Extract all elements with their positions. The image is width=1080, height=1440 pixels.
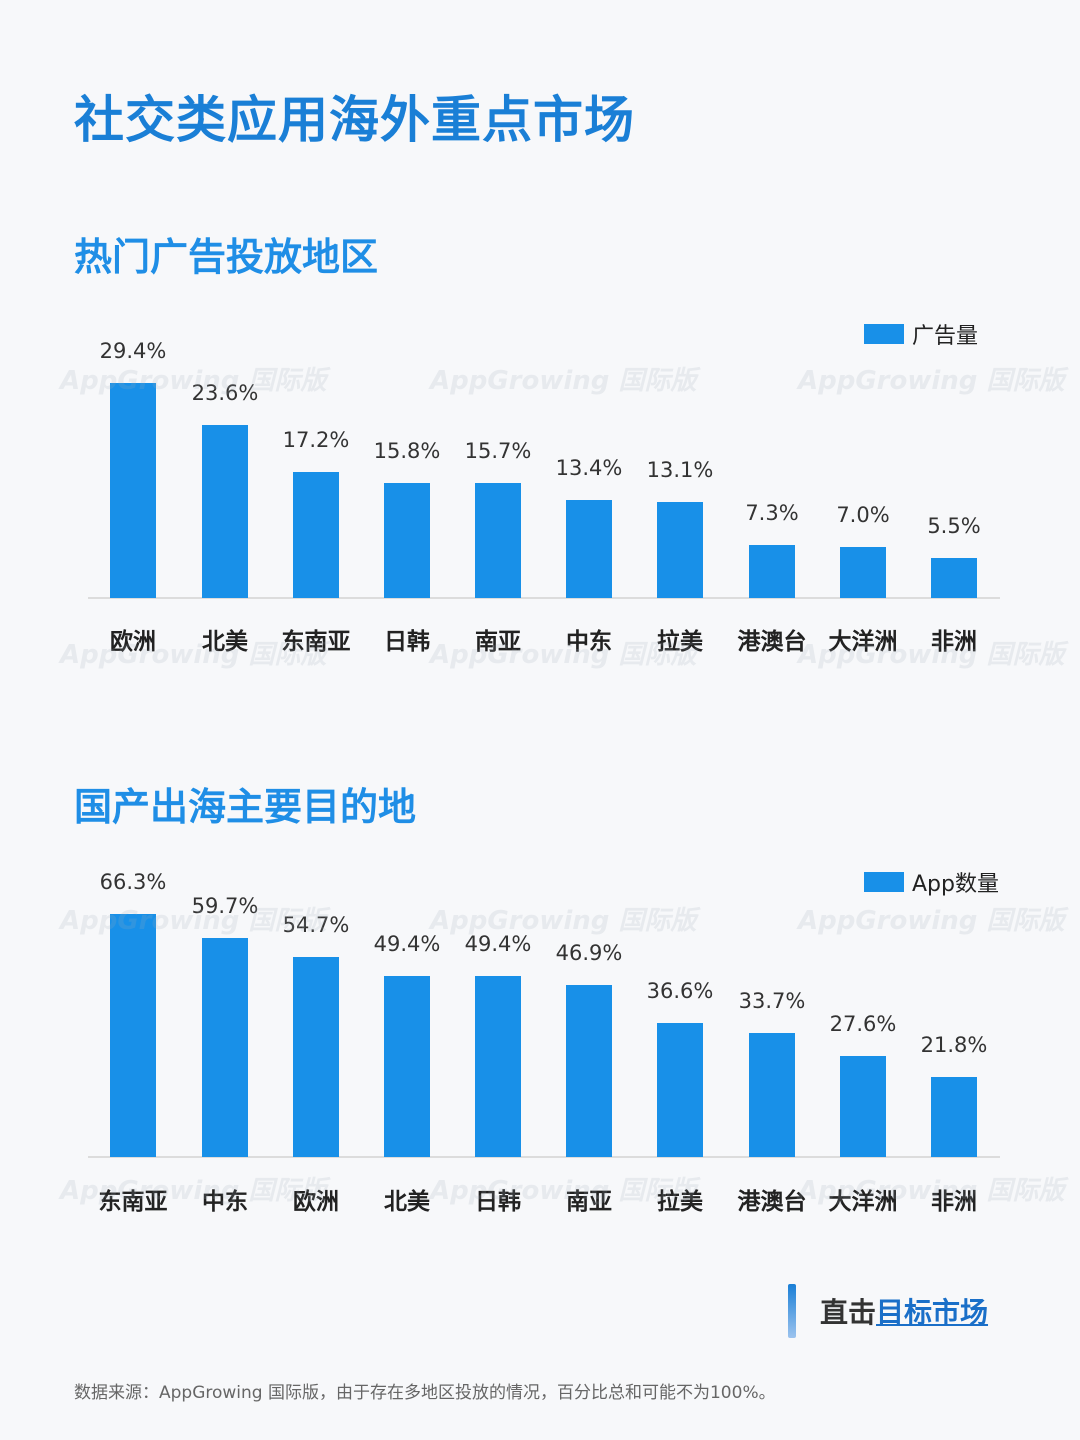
cta-link-text[interactable]: 目标市场 <box>876 1296 989 1329</box>
watermark: AppGrowing 国际版 <box>798 640 1065 670</box>
bar <box>566 500 612 598</box>
category-label: 东南亚 <box>98 1189 168 1215</box>
category-label: 拉美 <box>657 1189 703 1215</box>
data-label: 21.8% <box>920 1033 988 1058</box>
bar <box>202 938 248 1157</box>
data-label: 36.6% <box>646 978 714 1003</box>
category-label: 大洋洲 <box>828 1189 898 1215</box>
data-label: 46.9% <box>555 941 623 966</box>
watermark: AppGrowing 国际版 <box>60 1176 327 1206</box>
data-label: 5.5% <box>927 513 981 538</box>
bar <box>475 483 521 598</box>
category-label: 北美 <box>202 629 248 655</box>
data-label: 7.3% <box>745 500 799 525</box>
watermark: AppGrowing 国际版 <box>430 640 697 670</box>
data-label: 59.7% <box>191 894 259 919</box>
chart1-legend: 广告量 <box>864 318 978 350</box>
category-label: 非洲 <box>931 629 977 655</box>
watermark: AppGrowing 国际版 <box>430 1176 697 1206</box>
category-label: 中东 <box>566 629 612 655</box>
data-label: 49.4% <box>464 931 532 956</box>
bar <box>931 557 977 598</box>
watermark: AppGrowing 国际版 <box>60 906 327 936</box>
category-label: 北美 <box>384 1189 430 1215</box>
bar <box>931 1077 977 1157</box>
chart2-legend: App数量 <box>864 866 999 898</box>
category-label: 南亚 <box>566 1189 612 1215</box>
bar <box>749 1033 795 1157</box>
category-label: 欧洲 <box>110 629 156 655</box>
data-label: 33.7% <box>738 989 806 1014</box>
cta-text: 直击 <box>820 1296 877 1329</box>
chart1-title: 热门广告投放地区 <box>74 235 379 279</box>
category-label: 大洋洲 <box>828 629 898 655</box>
data-label: 13.1% <box>646 458 714 483</box>
watermark: AppGrowing 国际版 <box>798 906 1065 936</box>
bar <box>657 1022 703 1157</box>
bar <box>110 914 156 1157</box>
bar <box>293 472 339 598</box>
legend-swatch <box>864 872 904 892</box>
destination-chart: App数量 66.3% 东南亚 59.7% 中东 54.7% 欧洲 49.4% 北美 49.4%… <box>88 866 1000 1215</box>
data-label: 49.4% <box>373 931 441 956</box>
watermark: AppGrowing 国际版 <box>60 640 327 670</box>
footnote: 数据来源：AppGrowing 国际版，由于存在多地区投放的情况，百分比总和可能… <box>74 1383 776 1403</box>
data-label: 66.3% <box>99 870 167 894</box>
bar <box>840 1055 886 1157</box>
watermark: AppGrowing 国际版 <box>430 906 697 936</box>
bar <box>840 546 886 598</box>
category-label: 南亚 <box>475 629 521 655</box>
data-label: 15.8% <box>373 438 441 463</box>
bar <box>475 975 521 1157</box>
category-label: 拉美 <box>657 629 703 655</box>
bar <box>384 482 430 598</box>
category-label: 港澳台 <box>737 1189 807 1215</box>
legend-swatch <box>864 324 904 344</box>
watermark: AppGrowing 国际版 <box>430 366 697 396</box>
data-label: 29.4% <box>99 339 167 364</box>
bar <box>202 425 248 598</box>
chart2-title: 国产出海主要目的地 <box>74 785 417 829</box>
ad-region-chart: 广告量 29.4% 欧洲 23.6% 北美 17.2% 东南亚 15.8% 日韩 15.7% 南亚… <box>0 0 1080 700</box>
bar <box>293 956 339 1157</box>
cta-link[interactable]: 直击 目标市场 <box>788 1284 988 1338</box>
watermark: AppGrowing 国际版 <box>798 366 1065 396</box>
accent-bar <box>788 1284 796 1338</box>
x-axis <box>88 1156 1000 1158</box>
data-label: 17.2% <box>282 428 350 453</box>
legend-label: 广告量 <box>912 324 979 349</box>
data-label: 54.7% <box>282 912 350 937</box>
page-title: 社交类应用海外重点市场 <box>74 91 635 149</box>
watermark: AppGrowing 国际版 <box>798 1176 1065 1206</box>
category-label: 欧洲 <box>293 1189 339 1215</box>
category-label: 日韩 <box>475 1189 521 1215</box>
watermark: AppGrowing 国际版 <box>60 366 327 396</box>
data-label: 27.6% <box>829 1011 897 1036</box>
legend-label: App数量 <box>912 872 999 897</box>
bar <box>749 544 795 598</box>
category-label: 非洲 <box>931 1189 977 1215</box>
x-axis <box>88 597 1000 599</box>
bar <box>110 383 156 598</box>
category-label: 中东 <box>202 1189 248 1215</box>
category-label: 港澳台 <box>737 629 807 655</box>
category-label: 东南亚 <box>281 629 351 655</box>
data-label: 7.0% <box>836 502 890 527</box>
category-label: 日韩 <box>384 629 430 655</box>
bar <box>384 975 430 1157</box>
data-label: 15.7% <box>464 439 532 464</box>
bar <box>566 985 612 1157</box>
bar <box>657 502 703 598</box>
data-label: 13.4% <box>555 456 623 481</box>
data-label: 23.6% <box>191 381 259 406</box>
